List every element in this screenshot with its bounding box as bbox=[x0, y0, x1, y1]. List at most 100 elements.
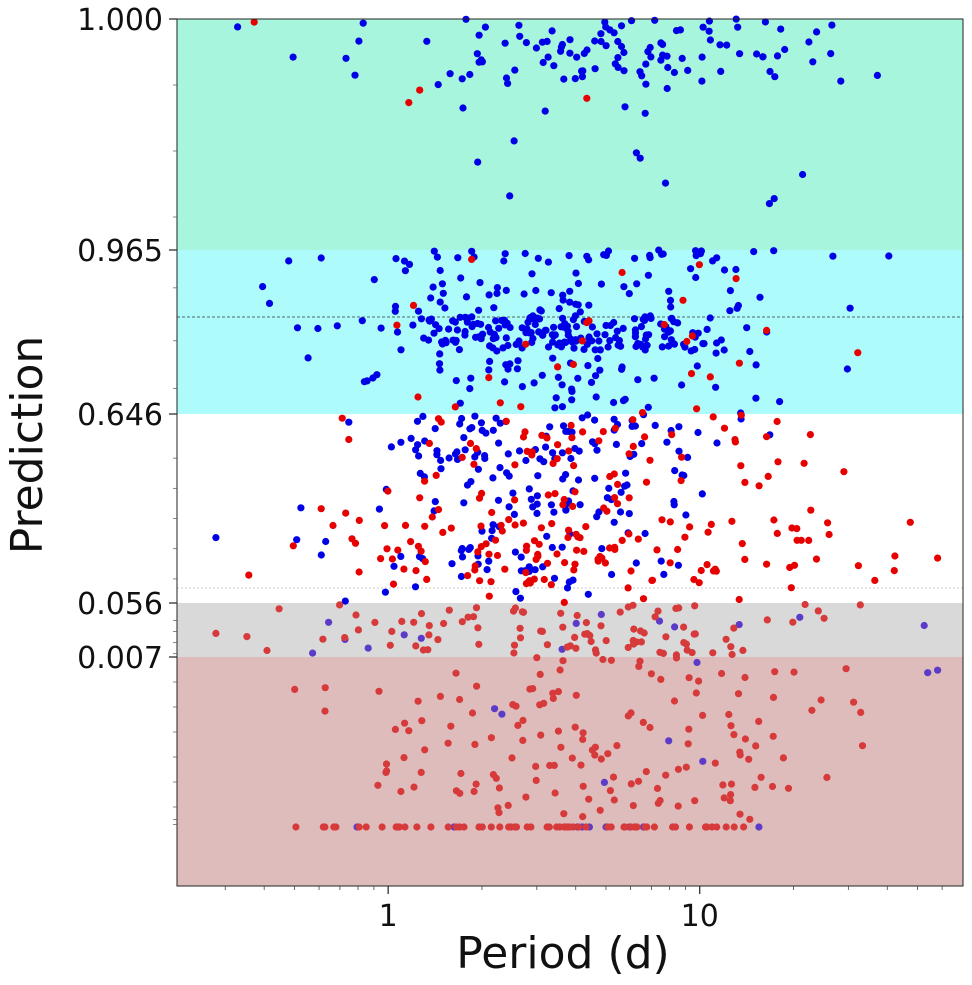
red-point bbox=[573, 611, 581, 620]
blue-point bbox=[435, 360, 444, 368]
blue-point bbox=[633, 280, 641, 288]
blue-point bbox=[614, 37, 622, 46]
blue-point bbox=[573, 53, 581, 61]
blue-point bbox=[471, 453, 479, 461]
blue-point bbox=[414, 307, 423, 315]
blue-point bbox=[681, 343, 689, 351]
red-point bbox=[540, 699, 548, 707]
blue-point bbox=[565, 252, 573, 260]
red-point bbox=[603, 507, 611, 515]
red-point bbox=[341, 634, 349, 642]
red-point bbox=[381, 522, 389, 530]
red-point bbox=[745, 755, 753, 763]
red-point bbox=[511, 604, 519, 612]
blue-point bbox=[564, 427, 573, 435]
blue-point bbox=[527, 495, 535, 503]
blue-point bbox=[289, 53, 297, 61]
blue-point bbox=[628, 422, 636, 430]
blue-point bbox=[694, 428, 702, 437]
blue-point bbox=[664, 63, 672, 72]
red-point bbox=[625, 450, 633, 458]
blue-point bbox=[534, 472, 542, 480]
blue-point bbox=[716, 41, 724, 49]
red-point bbox=[651, 613, 659, 621]
blue-point bbox=[657, 56, 665, 64]
blue-point bbox=[646, 43, 654, 52]
red-point bbox=[641, 433, 649, 441]
red-point bbox=[596, 806, 604, 814]
band-bottom bbox=[177, 657, 963, 886]
blue-point bbox=[533, 314, 541, 322]
red-point bbox=[618, 268, 626, 277]
red-point bbox=[471, 566, 479, 574]
red-point bbox=[464, 572, 472, 580]
blue-point bbox=[699, 23, 707, 31]
red-point bbox=[535, 540, 543, 548]
red-point bbox=[686, 523, 694, 531]
red-point bbox=[858, 742, 867, 750]
blue-point bbox=[755, 823, 763, 831]
blue-point bbox=[734, 23, 742, 31]
blue-point bbox=[535, 328, 543, 336]
blue-point bbox=[829, 252, 837, 260]
plot-frame bbox=[176, 18, 964, 887]
red-point bbox=[417, 610, 426, 618]
red-point bbox=[662, 771, 670, 779]
red-point bbox=[485, 374, 493, 382]
red-point bbox=[512, 702, 520, 710]
red-point bbox=[674, 802, 682, 810]
blue-point bbox=[608, 570, 616, 579]
blue-point bbox=[405, 260, 414, 268]
blue-point bbox=[483, 566, 491, 574]
blue-point bbox=[493, 347, 501, 355]
blue-point bbox=[550, 508, 558, 516]
blue-point bbox=[571, 75, 579, 83]
red-point bbox=[736, 810, 744, 818]
red-point bbox=[362, 823, 370, 831]
red-point bbox=[336, 601, 344, 609]
blue-point bbox=[611, 60, 619, 68]
blue-point bbox=[613, 327, 621, 335]
blue-point bbox=[529, 503, 537, 511]
blue-point bbox=[212, 534, 220, 542]
red-point bbox=[734, 690, 743, 698]
blue-point bbox=[580, 345, 588, 353]
red-point bbox=[487, 823, 495, 831]
blue-point bbox=[638, 72, 646, 80]
blue-point bbox=[605, 484, 613, 492]
red-point bbox=[857, 708, 865, 717]
red-point bbox=[674, 545, 682, 554]
red-point bbox=[476, 577, 484, 585]
red-point bbox=[793, 536, 801, 544]
blue-point bbox=[617, 488, 625, 496]
blue-point bbox=[492, 317, 500, 325]
red-point bbox=[412, 642, 420, 650]
red-point bbox=[621, 823, 629, 831]
red-point bbox=[634, 535, 642, 543]
red-point bbox=[475, 640, 483, 648]
red-point bbox=[291, 685, 299, 694]
red-point bbox=[630, 823, 639, 831]
red-point bbox=[493, 551, 502, 560]
y-tick-label: 0.056 bbox=[77, 587, 163, 622]
red-point bbox=[629, 442, 637, 450]
blue-point bbox=[485, 366, 493, 374]
red-point bbox=[691, 602, 699, 610]
blue-point bbox=[431, 498, 439, 506]
red-point bbox=[554, 363, 562, 371]
red-point bbox=[582, 823, 590, 831]
blue-point bbox=[468, 424, 476, 432]
red-point bbox=[906, 518, 914, 526]
blue-point bbox=[559, 422, 568, 430]
blue-point bbox=[541, 107, 549, 115]
red-point bbox=[582, 523, 590, 531]
red-point bbox=[685, 674, 693, 682]
red-point bbox=[579, 428, 587, 436]
red-point bbox=[263, 646, 271, 655]
red-point bbox=[469, 613, 478, 621]
blue-point bbox=[598, 545, 606, 553]
red-point bbox=[519, 519, 528, 527]
red-point bbox=[751, 783, 759, 792]
blue-point bbox=[478, 58, 486, 66]
